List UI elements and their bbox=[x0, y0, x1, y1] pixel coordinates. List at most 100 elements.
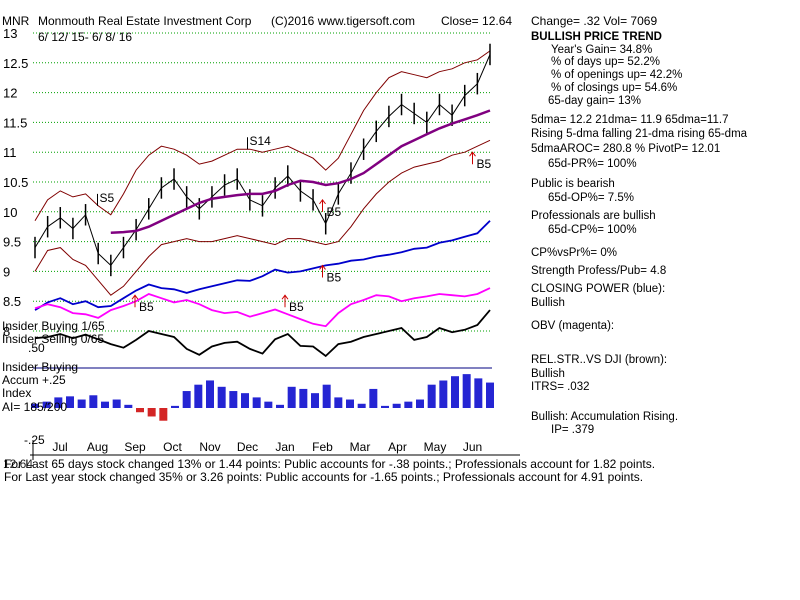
accumulation-histogram bbox=[31, 367, 494, 421]
footer-line-65-days: For Last 65 days stock changed 13% or 1.… bbox=[4, 457, 656, 471]
closing-power-status: Bullish bbox=[531, 297, 565, 309]
x-tick-label: Oct bbox=[163, 440, 182, 454]
x-tick-label: Jul bbox=[52, 440, 67, 454]
strength: Strength Profess/Pub= 4.8 bbox=[531, 265, 667, 277]
upper-band-line bbox=[34, 50, 491, 221]
y-tick-label: 9 bbox=[3, 264, 10, 279]
x-tick-label: Apr bbox=[388, 440, 407, 454]
series-lines bbox=[34, 43, 491, 358]
ma65-line bbox=[110, 109, 491, 234]
signal-markers: S5 S14 B5 B5 B5 B5 B5 bbox=[97, 134, 492, 314]
itrs-value: ITRS= .032 bbox=[531, 381, 590, 393]
x-tick-label: May bbox=[424, 440, 447, 454]
x-tick-label: Sep bbox=[124, 440, 146, 454]
cp-65: 65d-CP%= 100% bbox=[548, 224, 637, 236]
accum-label-insider-selling: Insider Selling 0/65 bbox=[2, 332, 104, 346]
signal-label: B5 bbox=[477, 157, 492, 171]
signal-arrowhead bbox=[469, 151, 476, 157]
accum-label-accum-tick: Accum +.25 bbox=[2, 373, 66, 387]
rising-text: Rising 5-dma falling 21-dma rising 65-dm… bbox=[531, 128, 748, 140]
y-tick-label: 11.5 bbox=[3, 115, 27, 130]
accum-label-insider-buying-2: Insider Buying bbox=[2, 360, 78, 374]
change-volume: Change= .32 Vol= 7069 bbox=[531, 14, 658, 28]
y-tick-label: 13 bbox=[3, 26, 17, 41]
signal-label: S5 bbox=[100, 191, 115, 205]
closings-up: % of closings up= 54.6% bbox=[551, 82, 678, 94]
obv-label: OBV (magenta): bbox=[531, 320, 615, 332]
signal-label: B5 bbox=[289, 300, 304, 314]
accum-label-tick-50: .50 bbox=[28, 341, 45, 355]
cp-vs-pr: CP%vsPr%= 0% bbox=[531, 247, 617, 259]
closing-power-label: CLOSING POWER (blue): bbox=[531, 283, 666, 295]
closing-power-line bbox=[34, 220, 491, 311]
signal-label: B5 bbox=[327, 270, 342, 284]
price-line bbox=[34, 54, 491, 267]
signal-buy: B5 bbox=[281, 294, 304, 314]
y-tick-label: 8 bbox=[3, 324, 10, 339]
public-status: Public is bearish bbox=[531, 178, 615, 190]
signal-buy: B5 bbox=[469, 151, 492, 171]
x-axis-month-labels: Jul Aug Sep Oct Nov Dec Jan Feb Mar Apr May Jun bbox=[52, 440, 482, 454]
signal-label: B5 bbox=[327, 205, 342, 219]
footer-line-year: For Last year stock changed 35% or 3.26 … bbox=[4, 470, 644, 484]
trend-title: BULLISH PRICE TREND bbox=[531, 31, 662, 43]
signal-buy: B5 bbox=[131, 294, 154, 314]
obv-line bbox=[34, 287, 491, 328]
professionals-status: Professionals are bullish bbox=[531, 210, 656, 222]
signal-arrowhead bbox=[319, 199, 326, 205]
dma-values: 5dma= 12.2 21dma= 11.9 65dma=11.7 bbox=[531, 114, 729, 126]
y-tick-label: 12.5 bbox=[3, 56, 28, 71]
y-tick-label: 9.5 bbox=[3, 235, 21, 250]
y-tick-label: 8.5 bbox=[3, 294, 21, 309]
signal-arrowhead bbox=[131, 294, 139, 300]
signal-arrowhead bbox=[281, 294, 289, 300]
accumulation-status: Bullish: Accumulation Rising. bbox=[531, 411, 679, 423]
copyright: (C)2016 www.tigersoft.com bbox=[271, 14, 416, 28]
signal-label: S14 bbox=[250, 134, 272, 148]
price-bands bbox=[34, 50, 491, 296]
signal-buy: B5 bbox=[319, 199, 342, 219]
gain-65: 65-day gain= 13% bbox=[548, 95, 642, 107]
y-tick-label: 10.5 bbox=[3, 175, 28, 190]
signal-buy: B5 bbox=[319, 264, 342, 284]
price-gridlines bbox=[33, 32, 492, 332]
x-tick-label: Feb bbox=[312, 440, 333, 454]
pr-65: 65d-PR%= 100% bbox=[548, 158, 637, 170]
x-tick-label: Jan bbox=[275, 440, 294, 454]
rel-str-status: Bullish bbox=[531, 368, 565, 380]
rel-str-label: REL.STR..VS DJI (brown): bbox=[531, 354, 668, 366]
rel-str-line bbox=[34, 309, 491, 358]
signal-label: B5 bbox=[139, 300, 154, 314]
openings-up: % of openings up= 42.2% bbox=[551, 69, 683, 81]
x-tick-label: Nov bbox=[199, 440, 220, 454]
accum-label-index: Index bbox=[2, 386, 31, 400]
date-range: 6/ 12/ 15- 6/ 8/ 16 bbox=[38, 30, 133, 44]
aroc-pivot: 5dmaAROC= 280.8 % PivotP= 12.01 bbox=[531, 143, 721, 155]
x-tick-label: Aug bbox=[87, 440, 108, 454]
x-tick-label: Mar bbox=[350, 440, 371, 454]
ip-value: IP= .379 bbox=[551, 424, 595, 436]
close-value: Close= 12.64 bbox=[441, 14, 513, 28]
signal-arrowhead bbox=[319, 264, 326, 270]
x-tick-label: Dec bbox=[237, 440, 258, 454]
signal-sell: S14 bbox=[247, 134, 272, 150]
accum-label-insider-buying-1: Insider Buying 1/65 bbox=[2, 319, 105, 333]
signal-sell: S5 bbox=[97, 191, 115, 206]
year-gain: Year's Gain= 34.8% bbox=[551, 44, 653, 56]
lower-band-line bbox=[34, 139, 491, 296]
y-tick-label: 11 bbox=[3, 145, 17, 160]
x-tick-label: Jun bbox=[463, 440, 482, 454]
days-up: % of days up= 52.2% bbox=[551, 56, 661, 68]
op-65: 65d-OP%= 7.5% bbox=[548, 192, 634, 204]
y-tick-label: 12 bbox=[3, 86, 17, 101]
accum-label-tick-m25: -.25 bbox=[24, 433, 45, 447]
x-axis bbox=[30, 440, 520, 460]
y-tick-label: 10 bbox=[3, 205, 17, 220]
y-axis-ticks: 13 12.5 12 11.5 11 10.5 10 9.5 9 8.5 8 bbox=[3, 26, 28, 339]
accum-label-ai: AI= 185/200 bbox=[2, 400, 67, 414]
footer-overlap-close: 12.64 bbox=[3, 457, 34, 471]
ticker: MNR bbox=[2, 14, 30, 28]
company-name: Monmouth Real Estate Investment Corp bbox=[38, 14, 252, 28]
